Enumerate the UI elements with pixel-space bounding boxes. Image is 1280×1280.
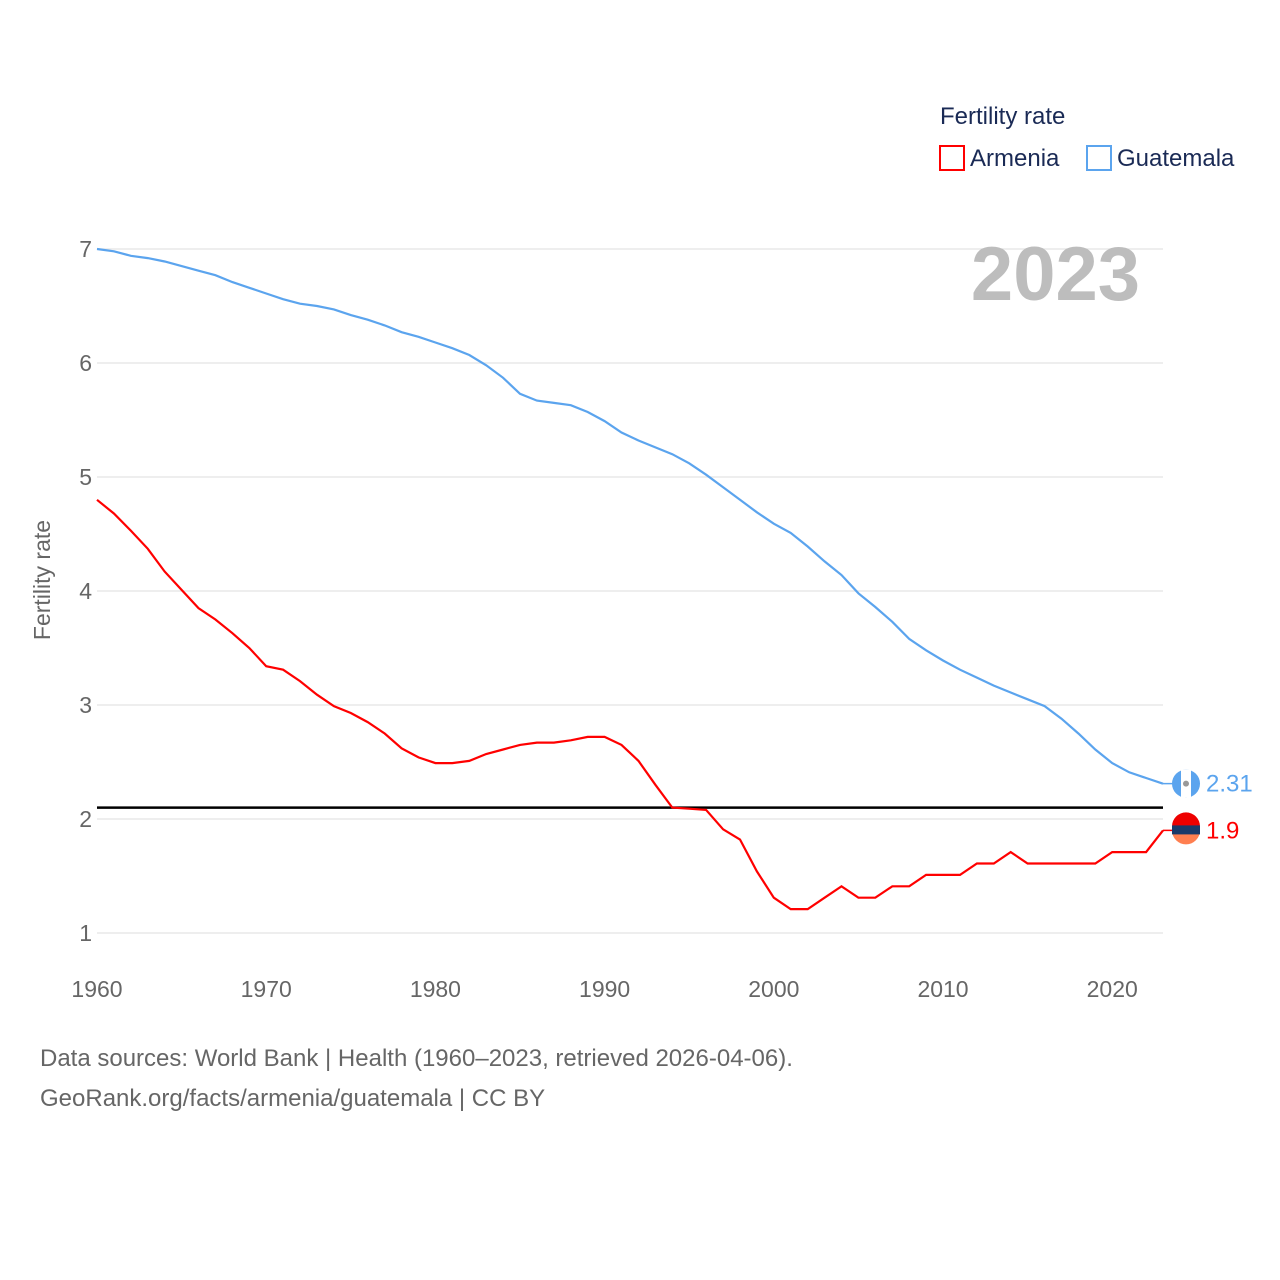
year-label: 2023 [971, 232, 1140, 317]
end-value-armenia: 1.9 [1206, 817, 1239, 844]
end-labels: 1.9 2.31 [1163, 769, 1253, 845]
series-group [96, 247, 1164, 911]
legend-swatch-armenia [939, 145, 965, 171]
y-axis-label: Fertility rate [29, 520, 55, 640]
legend-label-guatemala: Guatemala [1117, 145, 1235, 172]
footer-sources: Data sources: World Bank | Health (1960–… [40, 1045, 793, 1072]
y-tick-label: 1 [79, 920, 92, 946]
line-chart: 1 2 3 4 5 6 7 1960 1970 1980 1990 2000 2010 2020 Fer… [29, 103, 1253, 1002]
legend-title: Fertility rate [940, 103, 1065, 130]
y-tick-label: 4 [79, 578, 92, 604]
x-axis: 1960 1970 1980 1990 2000 2010 2020 [71, 976, 1137, 1002]
x-tick-label: 1990 [579, 976, 630, 1002]
y-tick-label: 7 [79, 236, 92, 262]
legend-swatch-guatemala [1086, 145, 1112, 171]
grid [97, 248, 1163, 934]
guatemala-flag-icon [1172, 769, 1200, 798]
x-tick-label: 1970 [241, 976, 292, 1002]
x-tick-label: 1960 [71, 976, 122, 1002]
x-tick-label: 2000 [748, 976, 799, 1002]
legend-item-guatemala[interactable]: Guatemala [1086, 145, 1235, 172]
armenia-flag-icon [1172, 812, 1200, 845]
x-tick-label: 1980 [410, 976, 461, 1002]
x-tick-label: 2010 [917, 976, 968, 1002]
series-line-guatemala [96, 247, 1164, 785]
end-value-guatemala: 2.31 [1206, 771, 1253, 798]
y-axis: 1 2 3 4 5 6 7 [79, 236, 92, 946]
y-tick-label: 5 [79, 464, 92, 490]
y-tick-label: 3 [79, 692, 92, 718]
x-tick-label: 2020 [1087, 976, 1138, 1002]
series-line-armenia [96, 498, 1164, 911]
legend-label-armenia: Armenia [970, 145, 1060, 172]
legend-item-armenia[interactable]: Armenia [939, 145, 1060, 172]
footer-link[interactable]: GeoRank.org/facts/armenia/guatemala | CC… [40, 1085, 546, 1112]
y-tick-label: 6 [79, 350, 92, 376]
y-tick-label: 2 [79, 806, 92, 832]
